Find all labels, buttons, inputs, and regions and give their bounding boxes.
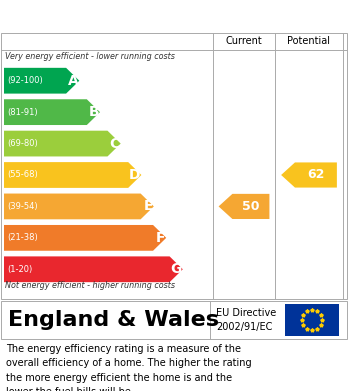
Polygon shape (4, 194, 154, 219)
Text: The energy efficiency rating is a measure of the
overall efficiency of a home. T: The energy efficiency rating is a measur… (6, 344, 252, 391)
Text: (55-68): (55-68) (7, 170, 38, 179)
Text: A: A (68, 74, 78, 88)
Text: (21-38): (21-38) (7, 233, 38, 242)
Polygon shape (4, 256, 183, 282)
Text: (92-100): (92-100) (7, 76, 43, 85)
Polygon shape (4, 68, 79, 93)
Text: 2002/91/EC: 2002/91/EC (216, 322, 272, 332)
Text: England & Wales: England & Wales (8, 310, 219, 330)
Text: (39-54): (39-54) (7, 202, 38, 211)
Text: 62: 62 (307, 169, 325, 181)
Polygon shape (281, 162, 337, 188)
Text: Current: Current (226, 36, 262, 46)
Text: (69-80): (69-80) (7, 139, 38, 148)
Text: E: E (143, 199, 153, 213)
Polygon shape (219, 194, 269, 219)
Text: Very energy efficient - lower running costs: Very energy efficient - lower running co… (5, 52, 175, 61)
Text: 50: 50 (242, 200, 260, 213)
Text: Energy Efficiency Rating: Energy Efficiency Rating (8, 7, 237, 25)
Text: F: F (156, 231, 165, 245)
Polygon shape (4, 131, 121, 156)
Polygon shape (4, 99, 100, 125)
Text: D: D (129, 168, 140, 182)
Text: G: G (171, 262, 182, 276)
Text: Potential: Potential (287, 36, 331, 46)
Text: Not energy efficient - higher running costs: Not energy efficient - higher running co… (5, 281, 175, 290)
Text: EU Directive: EU Directive (216, 308, 276, 318)
Text: C: C (110, 136, 120, 151)
Bar (285, 304, 339, 336)
Text: B: B (88, 105, 99, 119)
Text: (81-91): (81-91) (7, 108, 38, 117)
Text: (1-20): (1-20) (7, 265, 32, 274)
Polygon shape (4, 162, 141, 188)
Polygon shape (4, 225, 166, 251)
